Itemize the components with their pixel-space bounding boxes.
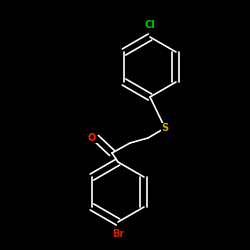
Text: Br: Br <box>112 229 124 239</box>
Text: O: O <box>88 133 96 143</box>
Text: S: S <box>162 123 168 133</box>
Text: Cl: Cl <box>144 20 156 30</box>
